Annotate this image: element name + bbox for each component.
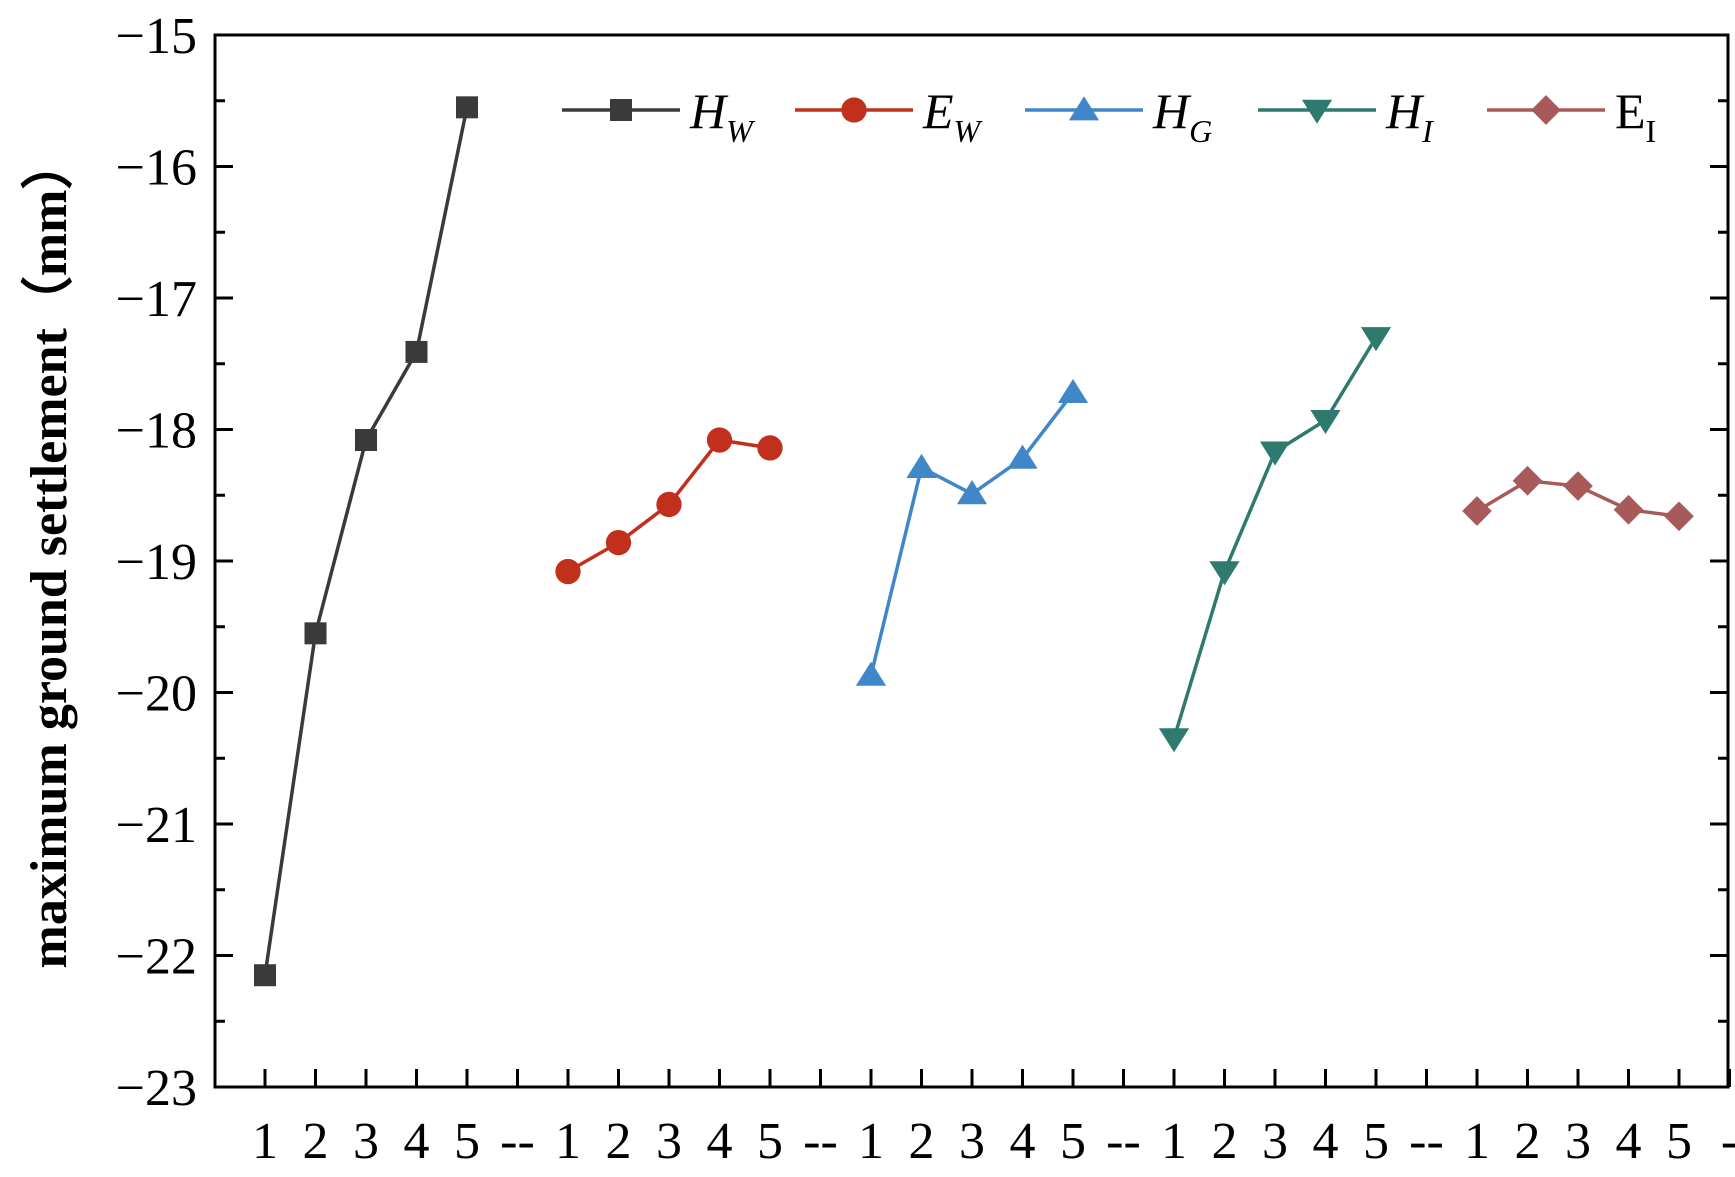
- y-tick-label: −18: [116, 403, 197, 460]
- x-tick-label: 1: [1464, 1113, 1490, 1170]
- data-point: [355, 429, 377, 452]
- x-tick-label: 4: [404, 1113, 430, 1170]
- data-point: [1310, 409, 1341, 435]
- legend-label: HW: [689, 83, 756, 149]
- x-tick-label: 5: [1363, 1113, 1389, 1170]
- legend: HW EW HG HI EI: [562, 83, 1656, 149]
- series-2: [555, 427, 783, 585]
- series-5: [1462, 465, 1694, 532]
- data-point: [656, 491, 682, 518]
- series-line: [869, 391, 1075, 676]
- series-line: [263, 106, 469, 976]
- legend-label: EI: [1615, 83, 1656, 149]
- x-tick-label: 2: [606, 1113, 632, 1170]
- y-tick-label: −19: [116, 534, 197, 591]
- x-tick-label: 3: [656, 1113, 682, 1170]
- series-layer: [254, 96, 1694, 987]
- legend-marker: [1301, 99, 1333, 124]
- data-point: [1209, 561, 1240, 586]
- legend-entry-1: HW: [562, 83, 756, 149]
- data-point: [1462, 496, 1492, 526]
- x-tick-label: 4: [1616, 1113, 1642, 1170]
- y-tick-label: −23: [116, 1060, 197, 1117]
- legend-entry-4: HI: [1258, 83, 1434, 149]
- data-point: [555, 558, 581, 585]
- data-point: [956, 480, 988, 505]
- data-point: [405, 340, 428, 363]
- plot-frame: [213, 33, 1730, 1089]
- data-point: [757, 435, 783, 461]
- legend-label: EW: [922, 83, 984, 149]
- series-1: [254, 96, 478, 987]
- x-tick-label: 2: [303, 1113, 329, 1170]
- axes: −23−22−21−20−19−18−17−16−151 2 3 4 5 -- 1 2 3 4 5-…: [116, 8, 1735, 1170]
- y-tick-label: −21: [116, 797, 197, 854]
- legend-marker: [610, 99, 632, 121]
- series-line: [1172, 336, 1378, 740]
- x-tick-label: --: [500, 1113, 535, 1170]
- x-tick-label: 3: [1262, 1113, 1288, 1170]
- x-tick-label: 3: [1565, 1113, 1591, 1170]
- x-tick-label: 2: [1515, 1113, 1541, 1170]
- x-tick-label: 4: [707, 1113, 733, 1170]
- data-point: [1057, 378, 1089, 403]
- data-point: [1664, 501, 1694, 532]
- legend-entry-2: EW: [795, 83, 984, 149]
- data-point: [706, 427, 733, 453]
- x-tick-label: -: [1721, 1113, 1735, 1170]
- legend-entry-3: HG: [1025, 83, 1212, 149]
- legend-marker: [841, 97, 867, 123]
- y-tick-label: −15: [116, 8, 197, 65]
- legend-label: HG: [1152, 83, 1212, 149]
- x-tick-label: 1: [555, 1113, 581, 1170]
- x-tick-label: 5: [757, 1113, 783, 1170]
- data-point: [906, 453, 937, 478]
- legend-entry-5: EI: [1487, 83, 1656, 149]
- data-point: [1563, 471, 1593, 501]
- x-tick-label: 4: [1313, 1113, 1339, 1170]
- data-point: [254, 964, 276, 987]
- data-point: [1007, 444, 1038, 469]
- data-point: [1512, 465, 1543, 496]
- x-tick-label: --: [1409, 1113, 1444, 1170]
- x-tick-label: --: [1106, 1113, 1141, 1170]
- data-point: [605, 529, 632, 556]
- x-tick-label: 1: [252, 1113, 278, 1170]
- data-point: [1259, 441, 1291, 466]
- y-tick-label: −17: [116, 271, 197, 328]
- y-axis-title: maximum ground settlement（mm）: [20, 138, 78, 969]
- x-tick-label: 1: [1161, 1113, 1187, 1170]
- data-point: [855, 661, 887, 686]
- data-point: [456, 96, 478, 119]
- x-tick-label: 4: [1010, 1113, 1036, 1170]
- legend-marker: [1531, 95, 1561, 125]
- series-4: [1158, 327, 1392, 753]
- x-tick-label: 3: [959, 1113, 985, 1170]
- data-point: [1613, 494, 1644, 525]
- data-point: [1158, 728, 1190, 753]
- x-tick-label: 5: [1060, 1113, 1086, 1170]
- x-tick-label: 3: [353, 1113, 379, 1170]
- y-tick-label: −22: [116, 929, 197, 986]
- series-3: [855, 378, 1089, 686]
- x-tick-label: 1: [858, 1113, 884, 1170]
- x-tick-label: 2: [909, 1113, 935, 1170]
- x-tick-label: 5: [454, 1113, 480, 1170]
- y-tick-label: −16: [116, 140, 197, 197]
- x-tick-label: 2: [1212, 1113, 1238, 1170]
- x-tick-label: --: [803, 1113, 838, 1170]
- legend-label: HI: [1385, 83, 1434, 149]
- data-point: [1360, 327, 1392, 352]
- x-tick-label: 5: [1666, 1113, 1692, 1170]
- y-tick-label: −20: [116, 666, 197, 723]
- data-point: [304, 622, 327, 645]
- legend-marker: [1068, 96, 1100, 121]
